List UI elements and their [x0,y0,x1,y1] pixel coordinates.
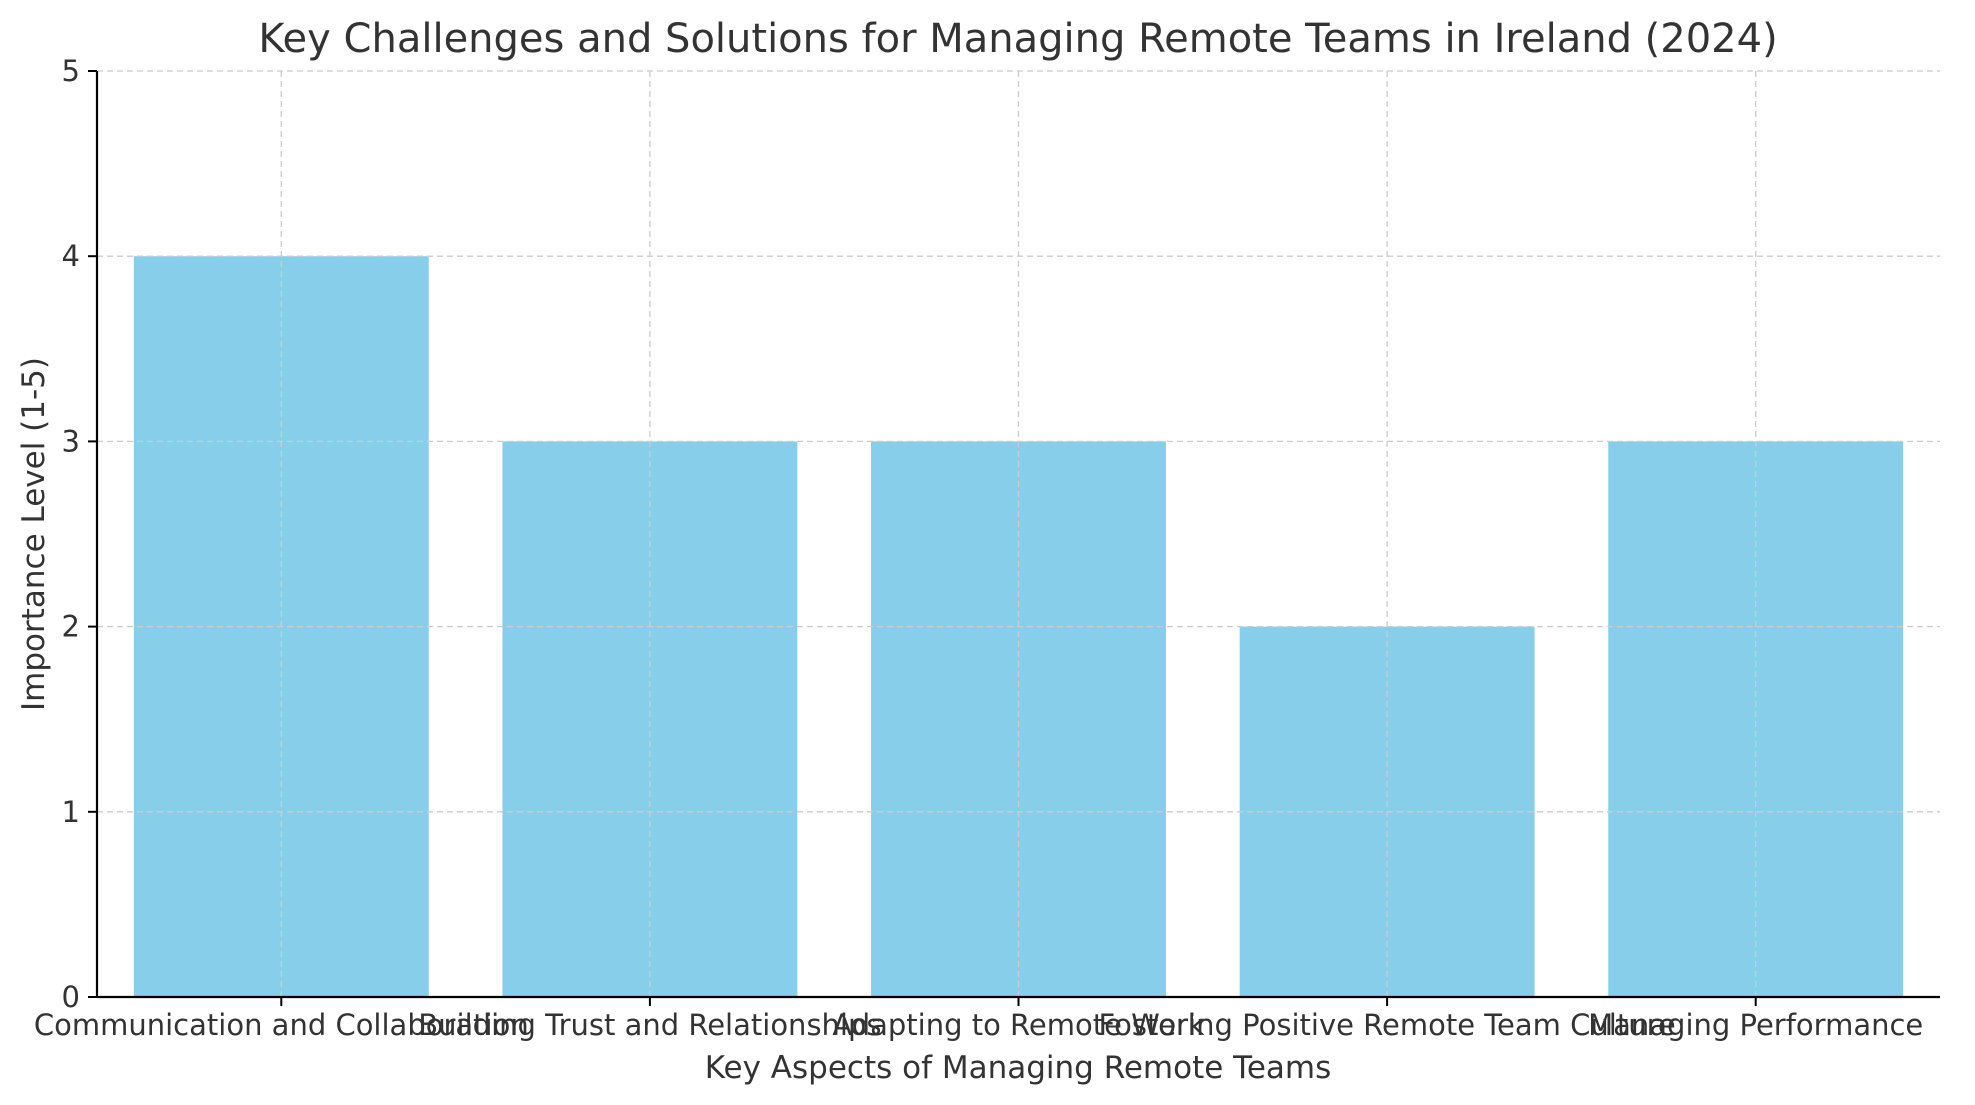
ticks: 0 1 2 3 4 5 Communication and CollaborationBui… [34,54,1923,1042]
y-tick-label: 0 [62,980,80,1014]
x-tick-label: Fostering Positive Remote Team Culture [1098,1008,1675,1042]
chart-title: Key Challenges and Solutions for Managin… [258,16,1777,62]
y-tick-label: 2 [62,610,80,644]
x-tick-label: Building Trust and Relationships [418,1008,881,1042]
y-tick-label: 5 [62,54,80,88]
x-tick-label: Communication and Collaboration [34,1008,529,1042]
x-tick-label: Adapting to Remote Work [832,1008,1204,1042]
y-axis-label: Importance Level (1-5) [16,357,52,711]
y-tick-label: 4 [62,239,80,273]
x-axis-label: Key Aspects of Managing Remote Teams [705,1050,1332,1086]
x-tick-label: Managing Performance [1588,1008,1923,1042]
grid [97,70,1940,998]
y-tick-label: 3 [62,424,80,458]
y-tick-label: 1 [62,795,80,829]
